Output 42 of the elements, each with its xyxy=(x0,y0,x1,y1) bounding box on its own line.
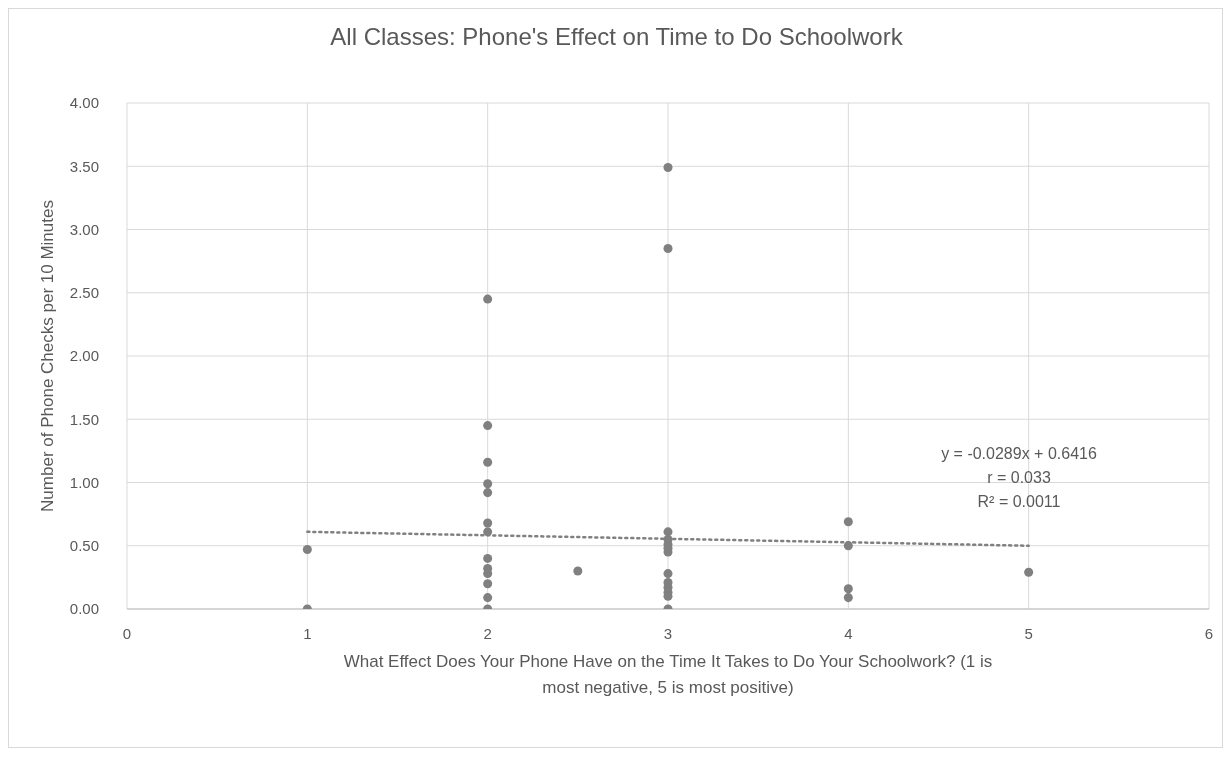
x-tick-label: 2 xyxy=(483,625,492,642)
point xyxy=(483,579,493,589)
y-tick-label: 0.50 xyxy=(69,537,99,555)
point xyxy=(483,593,493,603)
y-tick-label: 2.50 xyxy=(69,284,99,302)
point xyxy=(843,584,853,594)
y-tick-label: 3.50 xyxy=(69,157,99,175)
x-tick-label: 6 xyxy=(1204,625,1214,642)
point xyxy=(843,593,853,603)
x-axis-title: What Effect Does Your Phone Have on the Time It Takes to Do Your Schoolwork? (1 is most negative, 5 is most positive) xyxy=(343,652,993,697)
point xyxy=(483,479,493,489)
y-tick-label: 1.00 xyxy=(69,473,99,491)
x-tick-label: 5 xyxy=(1024,625,1033,642)
point xyxy=(663,243,673,253)
y-tick-label: 3.00 xyxy=(69,220,99,238)
point xyxy=(843,541,853,551)
point xyxy=(573,566,583,576)
point xyxy=(483,294,493,304)
point xyxy=(663,569,673,579)
point xyxy=(663,163,673,173)
point xyxy=(483,488,493,498)
point xyxy=(483,527,493,537)
x-tick-label: 0 xyxy=(122,625,132,642)
x-tick-label: 3 xyxy=(663,625,673,642)
point xyxy=(302,545,312,555)
annotation: R² = 0.0011 xyxy=(977,493,1061,510)
annotation: y = -0.0289x + 0.6416 xyxy=(941,445,1097,462)
x-tick-label: 4 xyxy=(844,625,853,642)
y-tick-label: 0.00 xyxy=(69,600,99,618)
annotation: r = 0.033 xyxy=(987,469,1051,486)
point xyxy=(483,518,493,528)
y-tick-label: 1.50 xyxy=(69,410,99,428)
point xyxy=(483,457,493,467)
y-tick-label: 2.00 xyxy=(69,347,99,365)
chart-title: All Classes: Phone's Effect on Time to Do Schoolwork xyxy=(329,23,904,51)
y-tick-label: 4.00 xyxy=(69,94,99,112)
x-tick-label: 1 xyxy=(303,625,312,642)
point xyxy=(483,553,493,563)
point xyxy=(1024,567,1034,577)
point xyxy=(843,517,853,527)
point xyxy=(483,421,493,431)
y-axis-title: Number of Phone Checks per 10 Minutes xyxy=(38,200,58,512)
